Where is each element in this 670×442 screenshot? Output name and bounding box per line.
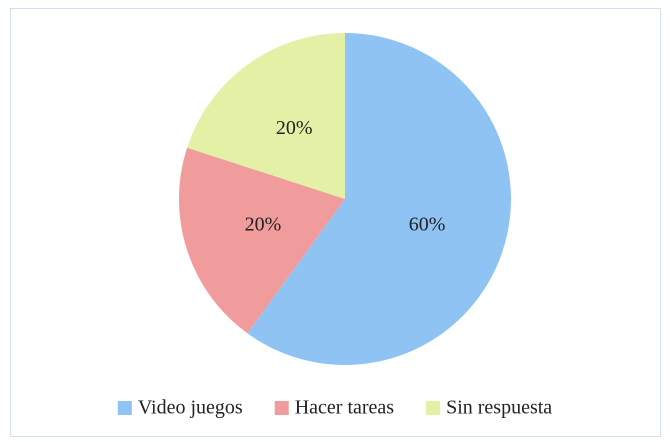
legend-swatch (274, 401, 289, 415)
data-label: 20% (276, 117, 313, 139)
legend-label: Sin respuesta (446, 397, 552, 419)
legend-label: Hacer tareas (295, 397, 395, 419)
legend-swatch (426, 401, 441, 415)
pie-slice (179, 147, 345, 334)
data-label: 60% (409, 213, 446, 235)
pie-slice (247, 33, 512, 366)
legend-swatch (117, 401, 132, 415)
legend-label: Video juegos (138, 397, 243, 419)
data-label: 20% (245, 213, 282, 235)
pie-slice (187, 33, 345, 199)
